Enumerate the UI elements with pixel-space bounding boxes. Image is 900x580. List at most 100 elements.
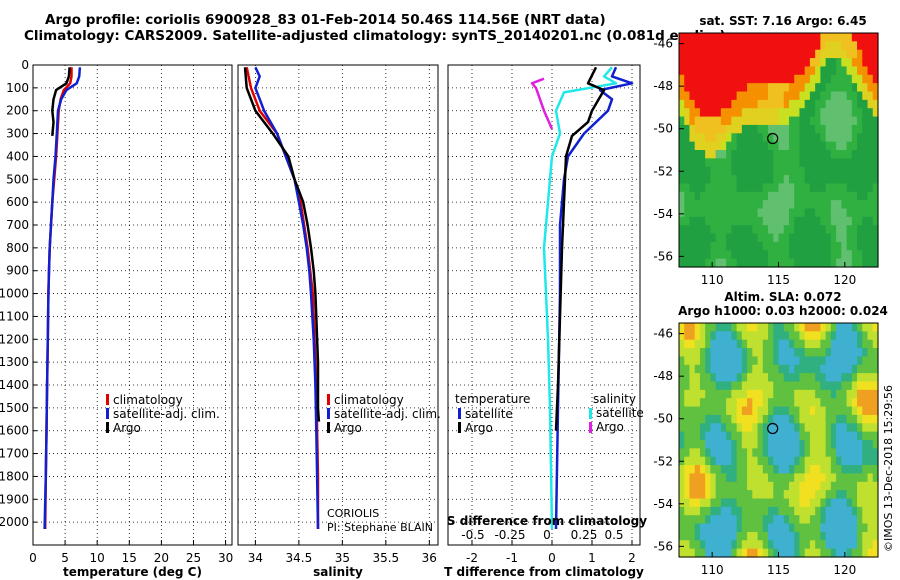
legend-argo-swatch [106, 422, 109, 433]
map-cell [799, 66, 806, 76]
map-cell [694, 208, 701, 218]
map-cell [820, 83, 827, 93]
map-cell [846, 506, 853, 516]
map-cell [768, 389, 774, 399]
map-cell [689, 339, 696, 349]
map-cell [830, 431, 837, 441]
map-cell [679, 250, 685, 260]
map-cell [862, 423, 869, 433]
map-cell [747, 83, 753, 93]
map-cell [809, 233, 816, 243]
map-cell [710, 200, 717, 210]
map-cell [679, 348, 685, 358]
map-cell [851, 66, 858, 76]
map-cell [747, 108, 753, 118]
map-cell [788, 241, 795, 251]
map-y-tick-label: -54 [653, 207, 673, 221]
map-cell [747, 208, 753, 218]
map-cell [778, 323, 785, 332]
map-cell [741, 448, 748, 458]
map-cell [815, 506, 821, 516]
map-cell [736, 91, 743, 101]
map-cell [752, 440, 759, 449]
map-cell [715, 41, 722, 51]
map-cell [684, 423, 691, 433]
map-cell [836, 141, 842, 151]
map-cell [715, 523, 722, 533]
map-cell [804, 348, 811, 358]
map-cell [684, 108, 691, 118]
map-cell [836, 99, 842, 109]
x-tick-label: 34.5 [286, 551, 313, 565]
legend-argo-swatch [327, 422, 330, 433]
map-cell [726, 150, 732, 159]
map-cell [757, 58, 764, 68]
map-cell [747, 99, 753, 109]
map-cell [720, 356, 727, 366]
map-cell [851, 233, 858, 243]
map-cell [731, 389, 738, 399]
map-cell [736, 183, 743, 193]
map-cell [757, 66, 764, 76]
map-cell [794, 540, 801, 550]
map-cell [726, 364, 732, 374]
map-cell [762, 74, 769, 84]
map-cell [684, 498, 691, 508]
map-cell [862, 124, 869, 134]
map-cell [820, 58, 827, 68]
map-cell [694, 200, 701, 210]
map-cell [841, 531, 848, 541]
map-cell [794, 348, 801, 358]
y-tick-label: 1600 [0, 424, 29, 438]
map-cell [794, 331, 801, 341]
map-cell [679, 548, 685, 558]
map-cell [862, 473, 869, 483]
map-cell [799, 83, 806, 93]
map-cell [872, 348, 879, 358]
map-cell [736, 216, 743, 226]
map-cell [799, 456, 806, 466]
map-cell [778, 183, 785, 193]
map-cell [783, 323, 790, 332]
map-cell [794, 41, 801, 51]
map-cell [862, 431, 869, 441]
map-cell [815, 183, 821, 193]
map-cell [867, 241, 874, 251]
map-cell [773, 448, 780, 458]
map-cell [679, 116, 685, 126]
map-cell [705, 356, 712, 366]
map-cell [778, 33, 785, 42]
map-cell [752, 183, 759, 193]
map-cell [862, 108, 869, 118]
map-cell [794, 389, 801, 399]
map-cell [694, 398, 701, 408]
map-cell [715, 141, 722, 151]
map-cell [820, 225, 827, 235]
map-cell [841, 133, 848, 143]
map-cell [726, 448, 732, 458]
map-cell [731, 225, 738, 235]
map-cell [694, 456, 701, 466]
map-cell [715, 356, 722, 366]
map-cell [836, 548, 842, 558]
map-cell [862, 33, 869, 42]
map-cell [841, 540, 848, 550]
map-cell [699, 99, 706, 109]
map-cell [872, 133, 879, 143]
sla-map: 110 115 120-46-48-50-52-54-56 [653, 322, 879, 577]
map-cell [679, 49, 685, 59]
map-cell [783, 99, 790, 109]
map-cell [799, 133, 806, 143]
map-cell [825, 465, 832, 475]
map-cell [731, 83, 738, 93]
map-cell [710, 456, 717, 466]
map-cell [851, 208, 858, 218]
map-cell [836, 158, 842, 168]
map-cell [815, 66, 821, 76]
map-cell [809, 523, 816, 533]
map-cell [783, 150, 790, 159]
map-cell [778, 364, 785, 374]
map-cell [752, 364, 759, 374]
map-cell [689, 398, 696, 408]
